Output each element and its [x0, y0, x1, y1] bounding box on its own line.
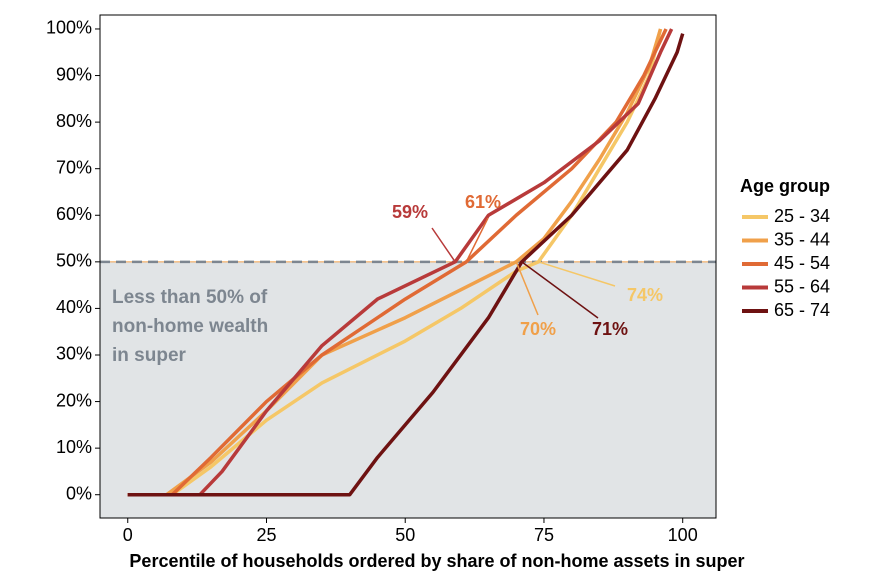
legend-label: 55 - 64 — [774, 276, 830, 296]
y-tick-label: 20% — [56, 390, 92, 410]
x-tick-label: 50 — [395, 525, 415, 545]
x-axis-label: Percentile of households ordered by shar… — [129, 551, 744, 571]
shade-text: Less than 50% of — [112, 287, 268, 308]
annotation-arrow — [521, 261, 599, 319]
annotation-arrow — [465, 217, 489, 263]
legend-label: 45 - 54 — [774, 253, 830, 273]
x-tick-label: 0 — [123, 525, 133, 545]
shaded-region — [100, 261, 716, 518]
x-tick-label: 25 — [256, 525, 276, 545]
y-tick-label: 10% — [56, 437, 92, 457]
legend-label: 65 - 74 — [774, 300, 830, 320]
annotation-label: 59% — [392, 202, 428, 222]
legend-label: 35 - 44 — [774, 229, 830, 249]
series-line — [127, 28, 663, 497]
annotation-arrow — [431, 227, 456, 263]
shade-text: non-home wealth — [112, 316, 268, 337]
annotation-arrow — [538, 261, 616, 287]
y-tick-label: 30% — [56, 344, 92, 364]
y-tick-label: 40% — [56, 297, 92, 317]
annotation-arrow — [515, 261, 539, 316]
series-line — [127, 28, 668, 497]
legend-title: Age group — [740, 176, 830, 196]
x-tick-label: 75 — [534, 525, 554, 545]
y-tick-label: 90% — [56, 64, 92, 84]
y-tick-label: 70% — [56, 157, 92, 177]
annotation-label: 70% — [520, 319, 556, 339]
annotation-label: 74% — [627, 285, 663, 305]
annotation-label: 61% — [465, 192, 501, 212]
y-tick-label: 60% — [56, 204, 92, 224]
x-tick-label: 100 — [668, 525, 698, 545]
annotation-label: 71% — [592, 319, 628, 339]
y-tick-label: 0% — [66, 483, 92, 503]
y-tick-label: 80% — [56, 111, 92, 131]
y-tick-label: 50% — [56, 251, 92, 271]
series-line — [127, 28, 674, 497]
y-tick-label: 100% — [46, 18, 92, 38]
shade-text: in super — [112, 345, 187, 366]
legend-label: 25 - 34 — [774, 206, 830, 226]
plot-frame — [99, 14, 717, 519]
